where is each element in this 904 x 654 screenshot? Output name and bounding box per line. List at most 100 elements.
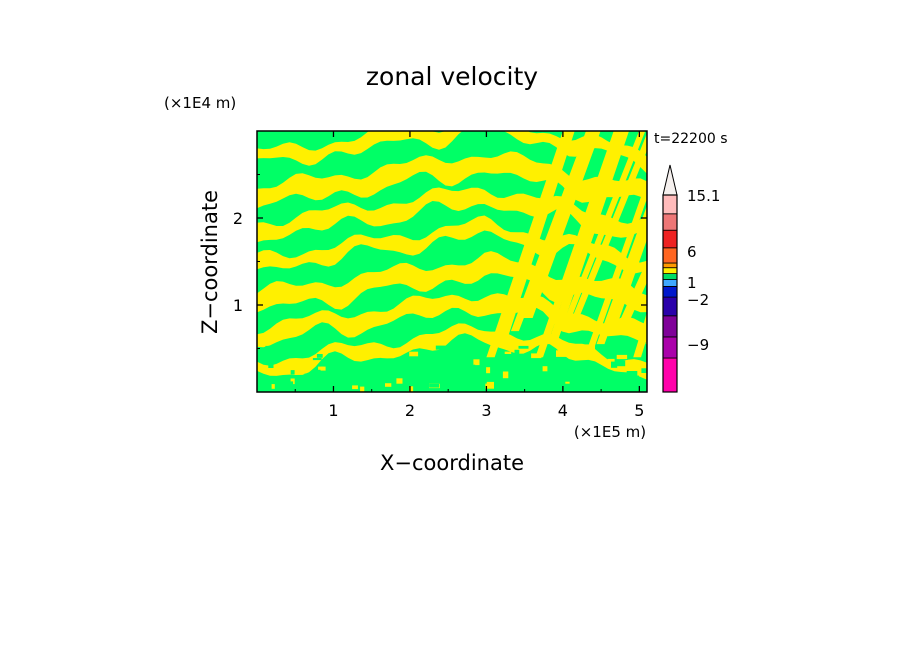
colorbar-segment bbox=[662, 247, 678, 264]
x-tick-label: 5 bbox=[634, 401, 644, 420]
field-speckle bbox=[504, 351, 512, 354]
field-speckle bbox=[615, 360, 626, 367]
field-speckle bbox=[396, 378, 403, 384]
field-speckle bbox=[633, 375, 639, 380]
field-speckle bbox=[618, 377, 629, 382]
colorbar-segment bbox=[662, 315, 678, 338]
field-speckle bbox=[531, 353, 542, 359]
wave-streak bbox=[547, 131, 630, 345]
field-speckle bbox=[613, 386, 619, 392]
field-speckle bbox=[429, 383, 440, 388]
colorbar-segment bbox=[662, 273, 678, 280]
y-tick-label: 1 bbox=[233, 296, 243, 315]
wave-streak bbox=[572, 133, 647, 319]
field-speckle bbox=[328, 359, 334, 365]
field-speckle bbox=[641, 368, 647, 373]
field-speckle bbox=[385, 386, 390, 392]
colorbar-segment bbox=[662, 213, 678, 231]
velocity-band bbox=[257, 151, 647, 209]
field-speckle bbox=[409, 351, 419, 357]
wave-streak bbox=[633, 312, 647, 358]
y-axis: 12 bbox=[233, 174, 647, 349]
field-speckle bbox=[400, 367, 412, 373]
wave-streak bbox=[535, 131, 622, 358]
colorbar-segment bbox=[662, 278, 678, 287]
field-speckle bbox=[304, 373, 309, 377]
field-speckle bbox=[479, 378, 487, 384]
field-speckle bbox=[542, 366, 548, 372]
colorbar-segment bbox=[662, 336, 678, 359]
field-speckle bbox=[344, 368, 348, 371]
velocity-band bbox=[257, 215, 647, 274]
x-tick-label: 4 bbox=[558, 401, 568, 420]
wave-streak bbox=[621, 260, 647, 319]
wave-streak bbox=[608, 221, 647, 332]
field-speckle bbox=[548, 359, 556, 362]
field-speckle bbox=[312, 358, 322, 361]
field-speckle bbox=[409, 386, 414, 392]
field-speckle bbox=[360, 377, 369, 381]
field-speckle bbox=[514, 349, 520, 356]
field-speckle bbox=[485, 381, 494, 389]
field-speckle bbox=[452, 368, 463, 374]
wave-streak bbox=[498, 131, 575, 345]
velocity-band bbox=[257, 293, 647, 348]
field-speckle bbox=[435, 345, 446, 350]
field-speckle bbox=[574, 360, 582, 364]
field-speckle bbox=[626, 371, 638, 377]
colorbar-label: −2 bbox=[687, 291, 709, 309]
x-axis-label: X−coordinate bbox=[380, 451, 524, 475]
time-label: t=22200 s bbox=[654, 131, 728, 147]
field-speckle bbox=[360, 386, 365, 392]
field-speckle bbox=[473, 359, 480, 366]
field-speckle bbox=[287, 349, 291, 352]
field-speckle bbox=[361, 346, 365, 350]
colorbar-segment bbox=[662, 194, 678, 215]
chart-title: zonal velocity bbox=[366, 62, 538, 91]
x-tick-label: 1 bbox=[328, 401, 338, 420]
field-speckle bbox=[447, 384, 454, 389]
wave-streak bbox=[523, 131, 601, 319]
velocity-band bbox=[257, 251, 647, 313]
y-axis-label: Z−coordinate bbox=[198, 190, 222, 334]
field-speckle bbox=[290, 370, 295, 375]
field-speckle bbox=[486, 367, 491, 374]
colorbar-segment bbox=[662, 229, 678, 249]
field-speckle bbox=[616, 354, 628, 360]
field-speckle bbox=[502, 371, 509, 379]
field-speckle bbox=[472, 348, 477, 353]
colorbar-segment bbox=[662, 357, 678, 393]
x-axis: 1 2 3 4 5 bbox=[294, 131, 644, 420]
field-speckle bbox=[585, 344, 595, 351]
colorbar-label: 15.1 bbox=[687, 187, 720, 205]
y-unit-label: (×1E4 m) bbox=[164, 94, 236, 112]
field-speckle bbox=[420, 363, 429, 368]
velocity-bands bbox=[257, 131, 647, 392]
colorbar-segment bbox=[662, 286, 678, 298]
x-tick-label: 3 bbox=[481, 401, 491, 420]
colorbar-label: −9 bbox=[687, 336, 709, 354]
field-speckle bbox=[495, 370, 499, 374]
colorbar-label: 6 bbox=[687, 243, 697, 261]
field-speckle bbox=[318, 366, 324, 370]
colorbar-segment bbox=[662, 262, 678, 269]
field-speckle bbox=[467, 348, 475, 353]
field-speckle bbox=[288, 381, 294, 385]
field-speckle bbox=[290, 378, 295, 385]
field-speckle bbox=[565, 381, 570, 384]
colorbar: 15.1 6 1−2 −9 bbox=[662, 164, 720, 393]
field-speckle bbox=[375, 386, 384, 391]
velocity-field bbox=[257, 131, 647, 392]
field-speckle bbox=[271, 384, 275, 389]
velocity-band bbox=[257, 131, 647, 174]
wave-streak bbox=[645, 340, 647, 345]
field-speckle bbox=[316, 354, 323, 358]
field-speckle bbox=[265, 345, 273, 349]
field-speckle bbox=[521, 380, 526, 385]
field-speckle bbox=[387, 373, 395, 378]
field-speckle bbox=[464, 364, 476, 368]
field-speckle bbox=[268, 364, 274, 368]
colorbar-segment bbox=[662, 296, 678, 317]
field-speckle bbox=[293, 387, 301, 392]
